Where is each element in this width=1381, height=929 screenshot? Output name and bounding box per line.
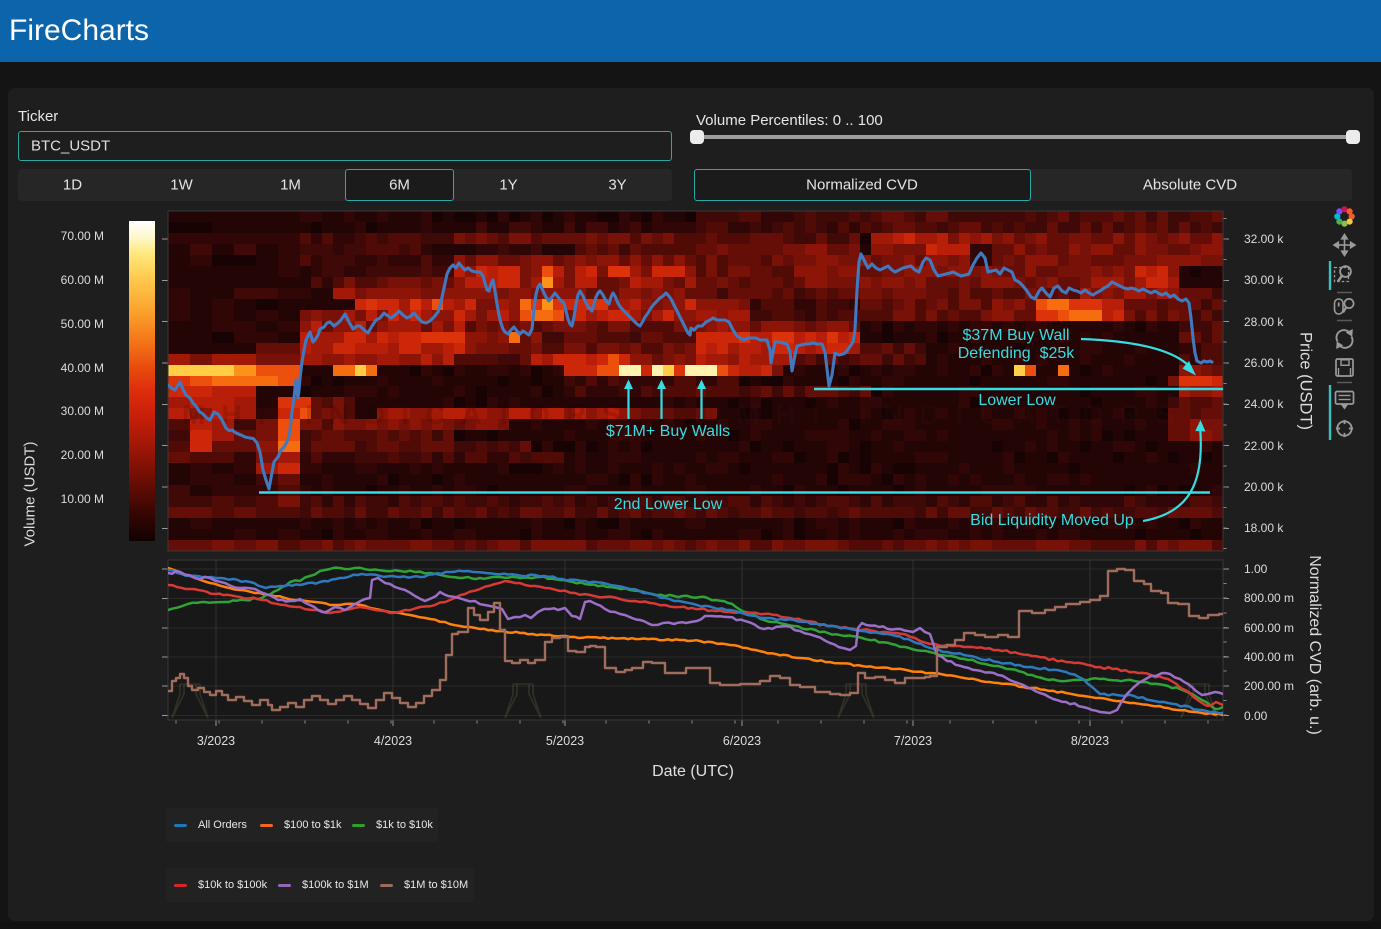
- svg-text:MHI INDICATORS: MHI INDICATORS: [182, 399, 637, 430]
- svg-text:MHI INDICATORS: MHI INDICATORS: [736, 399, 1191, 430]
